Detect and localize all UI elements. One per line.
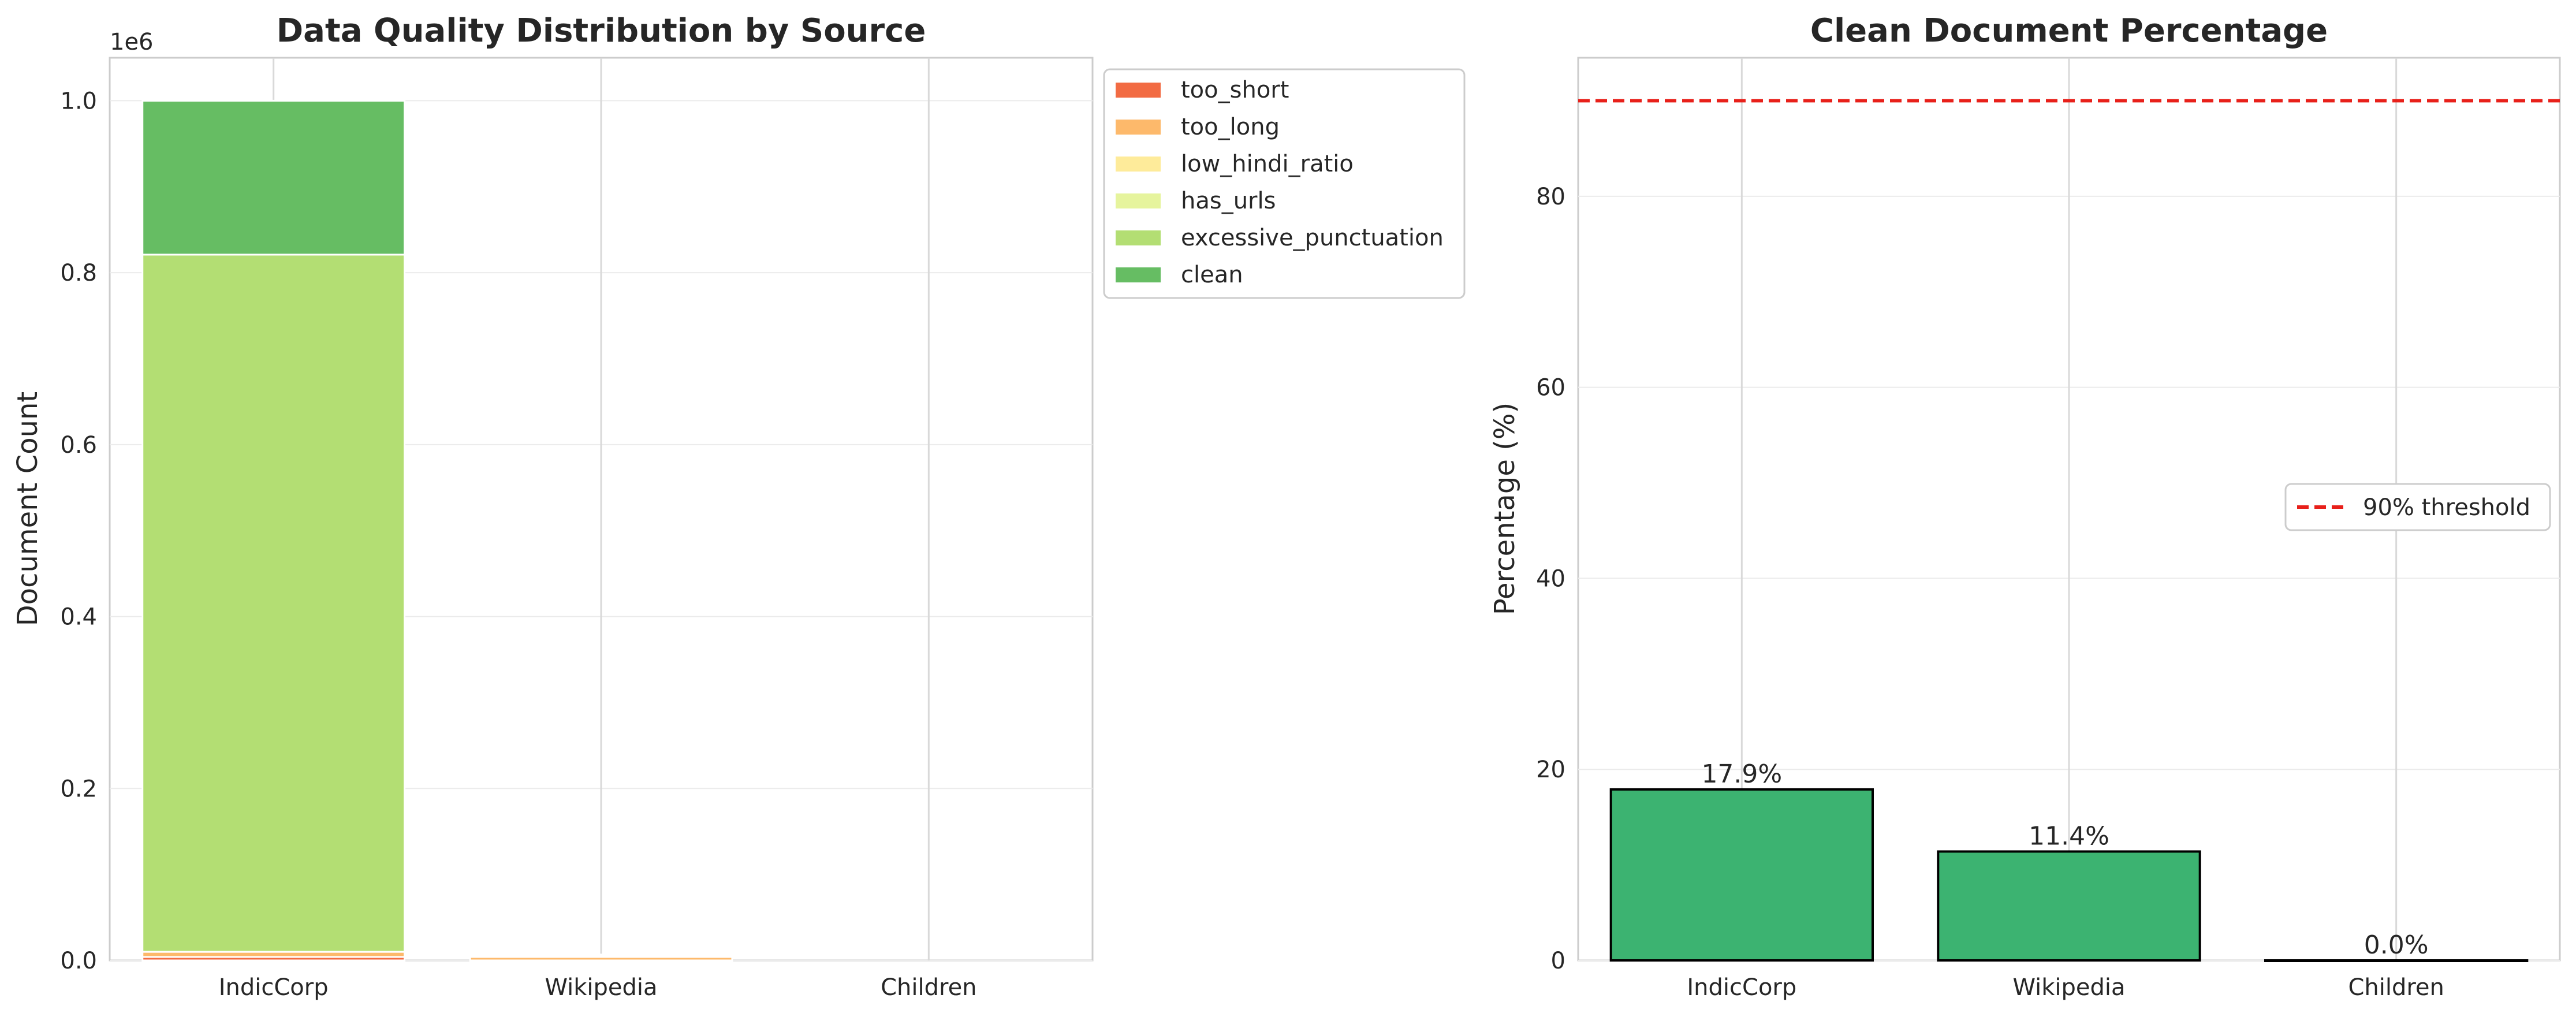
legend-swatch xyxy=(1116,230,1161,245)
data-label: 17.9% xyxy=(1701,759,1782,789)
legend-swatch xyxy=(1116,193,1161,208)
y-tick-label: 0.0 xyxy=(60,948,97,974)
y-tick-label: 0.2 xyxy=(60,776,97,802)
x-tick-label: Wikipedia xyxy=(2012,974,2125,1001)
y-tick-label: 80 xyxy=(1536,184,1565,210)
legend-swatch xyxy=(1116,267,1161,282)
y-tick-label: 1.0 xyxy=(60,88,97,114)
legend-threshold-label: 90% threshold xyxy=(2363,494,2530,521)
legend-swatch xyxy=(1116,120,1161,135)
x-tick-label: IndicCorp xyxy=(219,974,329,1001)
data-label: 11.4% xyxy=(2029,821,2109,851)
legend-label: excessive_punctuation xyxy=(1181,225,1444,251)
bar-clean-percentage xyxy=(1937,850,2201,962)
y-tick-label: 40 xyxy=(1536,565,1565,592)
legend-label: clean xyxy=(1181,262,1243,288)
y-tick-label: 0.6 xyxy=(60,432,97,459)
data-label: 0.0% xyxy=(2364,930,2429,960)
bar-excessive-punctuation xyxy=(141,254,406,953)
legend-swatch xyxy=(1116,83,1161,98)
y-tick-label: 60 xyxy=(1536,375,1565,401)
y-axis-label: Document Count xyxy=(12,392,44,626)
legend-label: has_urls xyxy=(1181,188,1276,214)
legend-label: too_long xyxy=(1181,114,1280,140)
y-axis-label: Percentage (%) xyxy=(1489,403,1521,615)
y-tick-label: 0 xyxy=(1551,948,1565,974)
bar-clean xyxy=(141,99,406,256)
legend: too_short too_long low_hindi_ratio has_urls… xyxy=(1103,68,1466,299)
legend-box xyxy=(2284,483,2551,531)
clean-percentage-chart: 0 20 40 60 80 IndicCorp Wikipedia Children 17.… xyxy=(1489,12,2561,1001)
legend: 90% threshold xyxy=(2284,483,2551,531)
bar-clean-percentage xyxy=(2264,959,2529,962)
chart-title: Data Quality Distribution by Source xyxy=(277,12,926,50)
x-tick-label: Children xyxy=(881,974,976,1001)
quality-distribution-chart: 0.0 0.2 0.4 0.6 0.8 1.0 IndicCorp Wikipedia Chi… xyxy=(12,12,1466,1001)
y-tick-label: 0.4 xyxy=(60,604,97,631)
y-tick-label: 20 xyxy=(1536,757,1565,783)
y-offset-label: 1e6 xyxy=(110,29,154,55)
legend-swatch xyxy=(1116,157,1161,172)
x-tick-label: Wikipedia xyxy=(545,974,657,1001)
y-tick-label: 0.8 xyxy=(60,260,97,286)
bar-clean-percentage xyxy=(1609,788,1874,962)
legend-label: low_hindi_ratio xyxy=(1181,151,1354,177)
legend-label: too_short xyxy=(1181,77,1289,103)
x-tick-label: Children xyxy=(2348,974,2444,1001)
chart-title: Clean Document Percentage xyxy=(1810,12,2328,50)
legend-box xyxy=(1103,68,1466,299)
x-tick-label: IndicCorp xyxy=(1687,974,1796,1001)
